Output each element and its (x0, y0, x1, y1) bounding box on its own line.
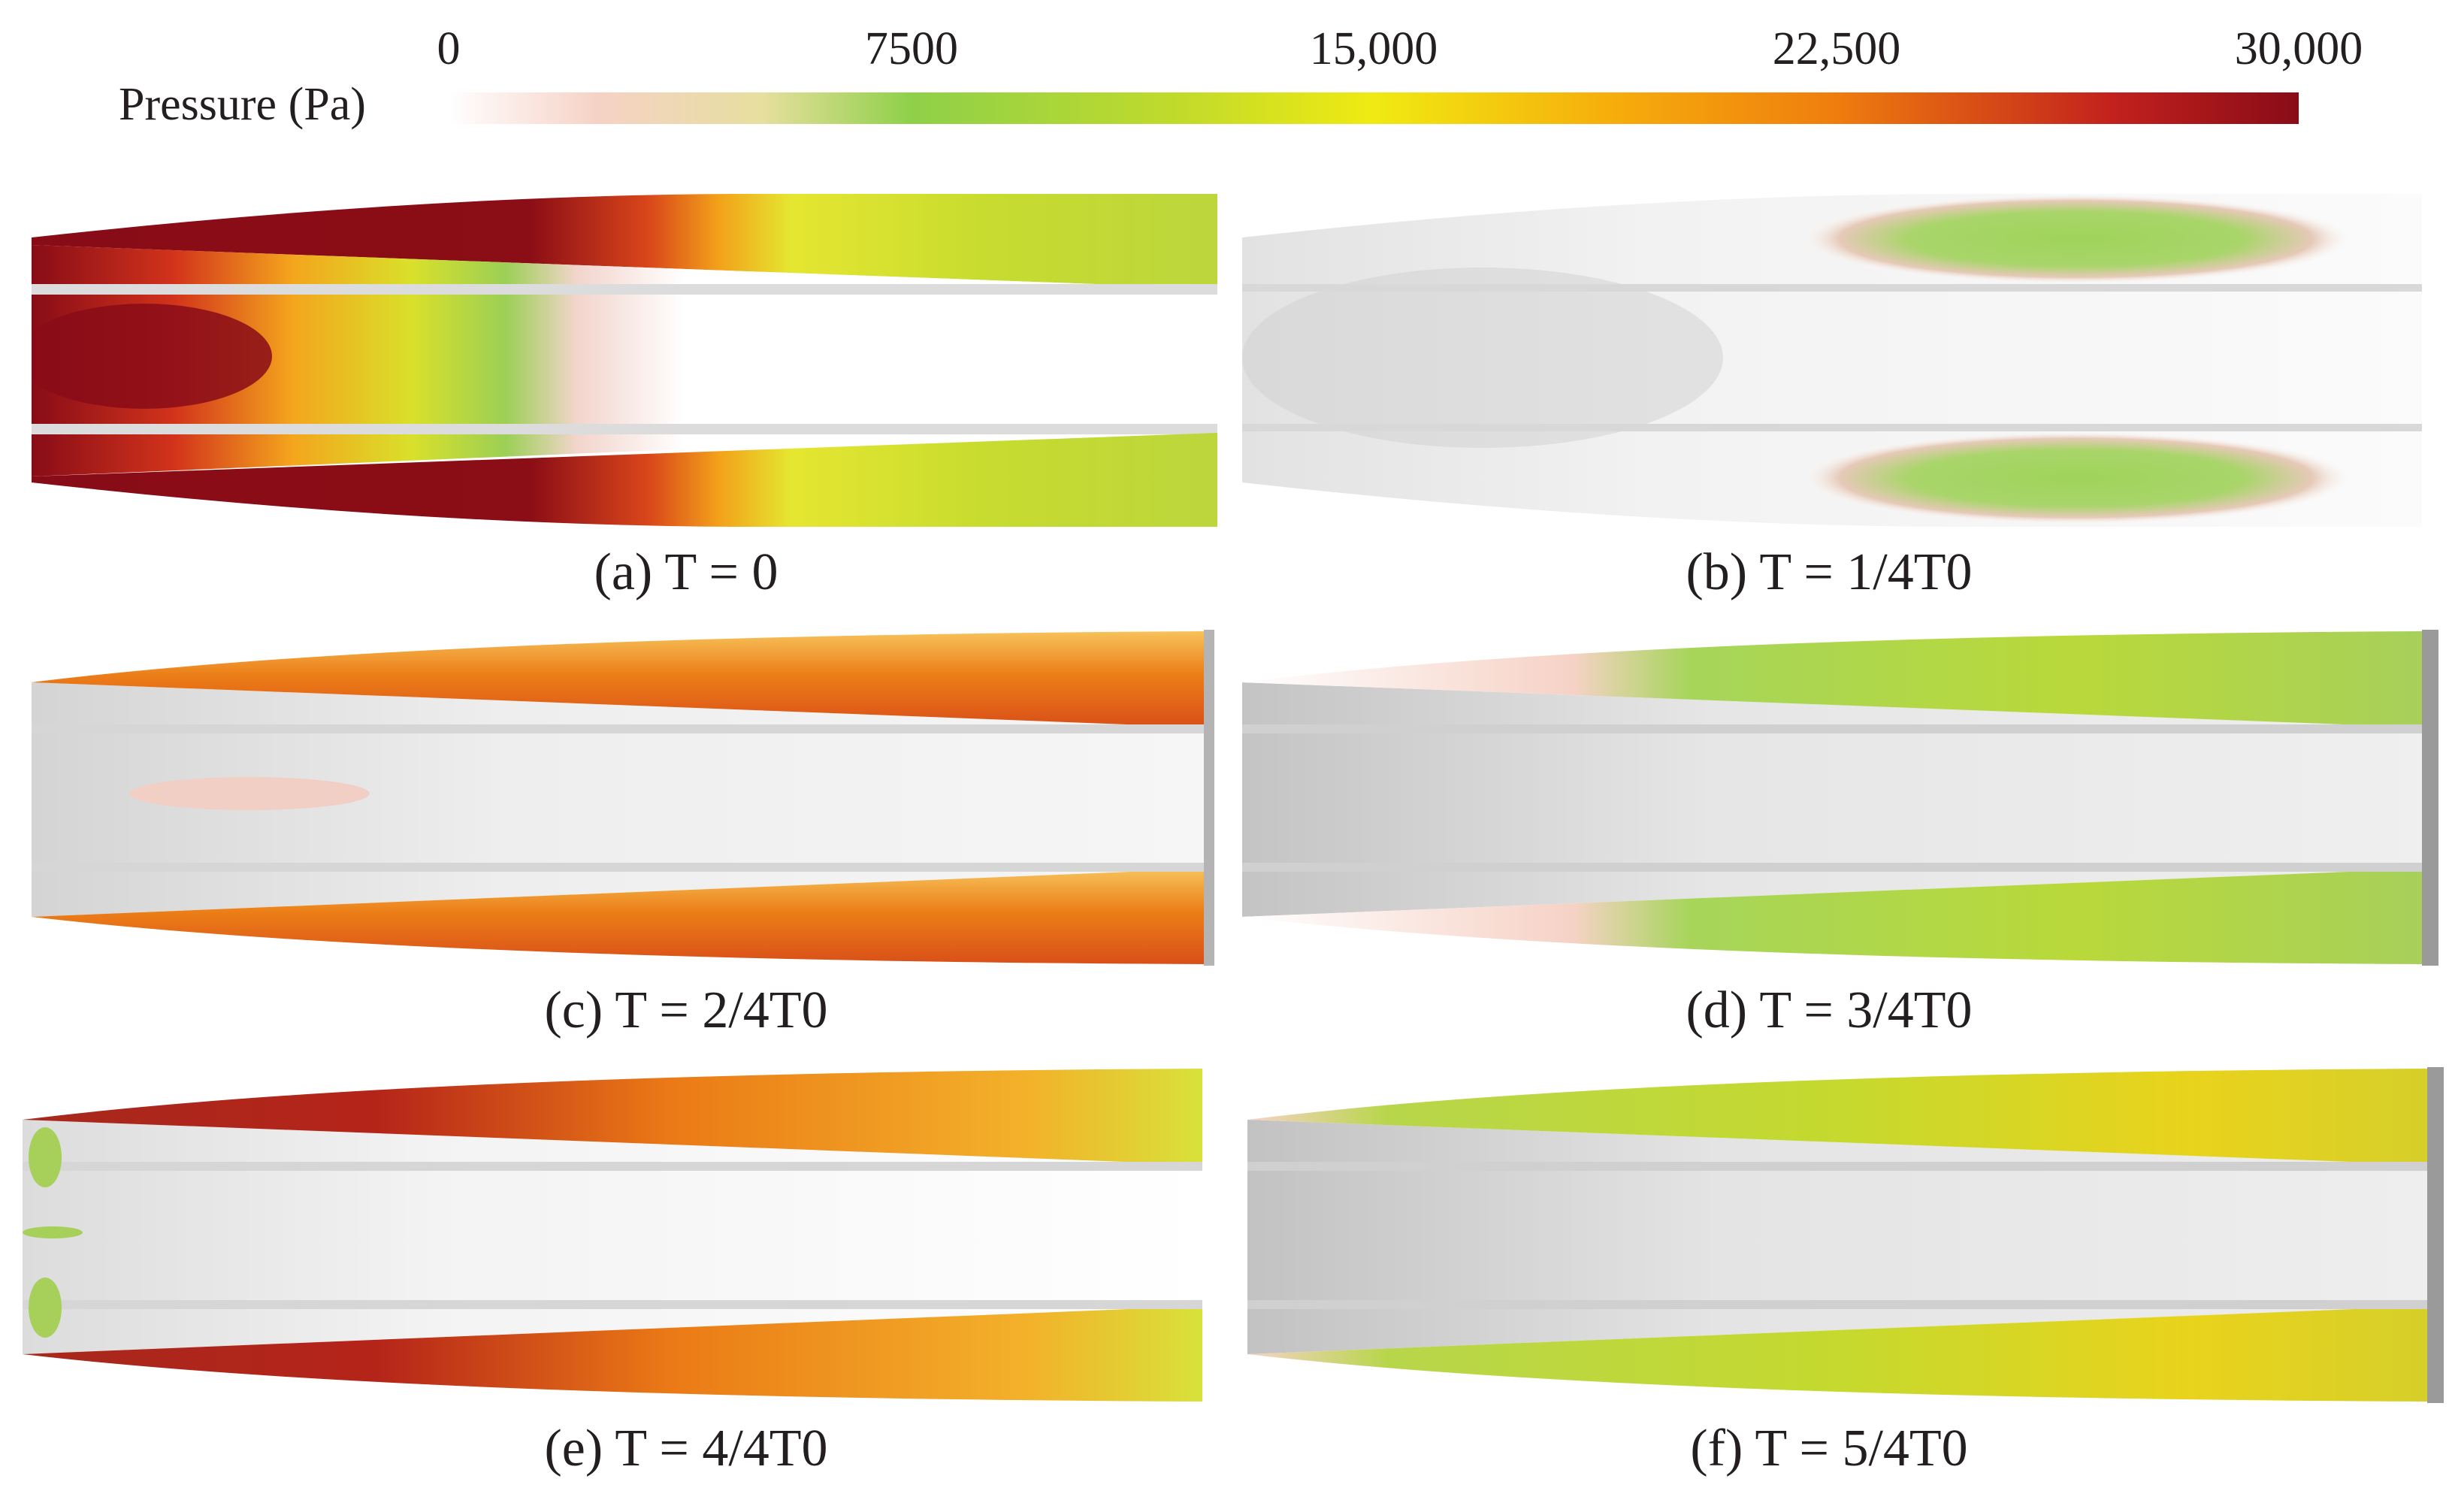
panel-a-caption: (a) T = 0 (594, 543, 779, 601)
contour-d (1242, 630, 2444, 966)
panel-f-caption: (f) T = 5/4T0 (1690, 1420, 1968, 1477)
panel-c-caption: (c) T = 2/4T0 (544, 981, 828, 1039)
contour-f (1247, 1067, 2445, 1403)
colorbar-tick-2: 15,000 (1309, 23, 1438, 74)
panel-e-caption: (e) T = 4/4T0 (544, 1420, 828, 1477)
panel-d-caption: (d) T = 3/4T0 (1686, 981, 1973, 1039)
panel-a (32, 192, 1217, 528)
colorbar-gradient (449, 92, 2299, 124)
panel-e (23, 1067, 1208, 1403)
panel-f (1247, 1067, 2445, 1403)
panel-b (1242, 192, 2422, 528)
colorbar-title: Pressure (Pa) (119, 79, 366, 130)
contour-e (23, 1067, 1208, 1403)
panel-b-caption: (b) T = 1/4T0 (1686, 543, 1973, 601)
panel-c (32, 630, 1217, 966)
contour-b (1242, 192, 2422, 528)
colorbar-tick-1: 7500 (865, 23, 958, 74)
colorbar-tick-4: 30,000 (2234, 23, 2363, 74)
contour-c (32, 630, 1217, 966)
contour-a (32, 194, 1217, 527)
colorbar-tick-3: 22,500 (1772, 23, 1901, 74)
colorbar-tick-0: 0 (437, 23, 461, 74)
panel-d (1242, 630, 2444, 966)
